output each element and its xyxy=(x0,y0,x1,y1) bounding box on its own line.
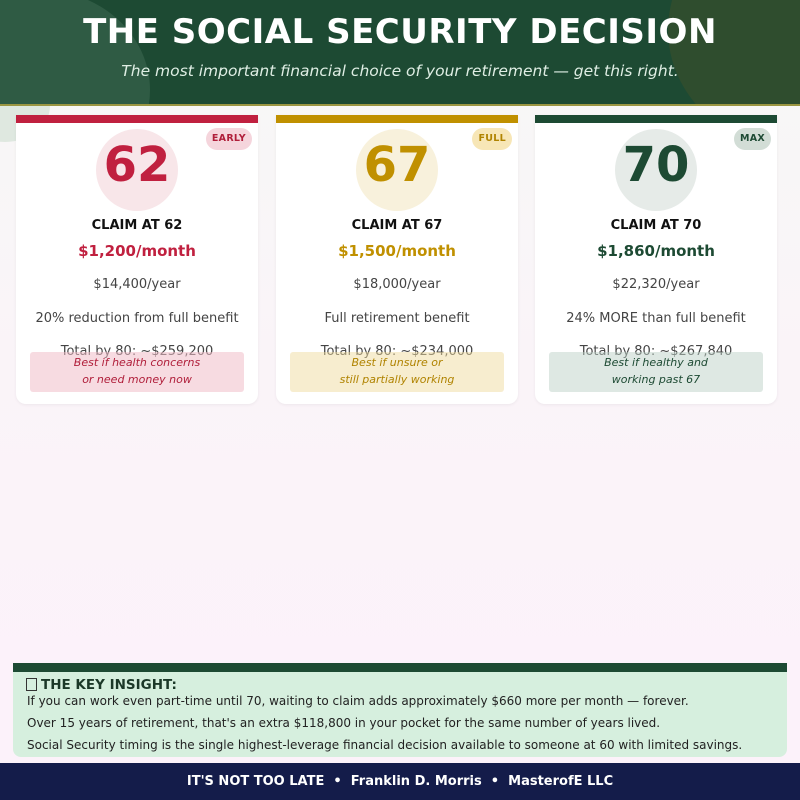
monthly-benefit: $1,860/month xyxy=(597,242,715,260)
card-accent-bar xyxy=(16,115,258,123)
monthly-benefit: $1,200/month xyxy=(78,242,196,260)
yearly-benefit: $22,320/year xyxy=(612,277,700,292)
best-if-line: Best if unsure or xyxy=(351,356,443,369)
age-number: 62 xyxy=(96,129,178,211)
best-if-note: Best if health concerns or need money no… xyxy=(30,352,244,392)
full-badge: FULL xyxy=(472,128,512,150)
best-if-line: working past 67 xyxy=(611,373,701,386)
age-number: 70 xyxy=(615,129,697,211)
best-if-note: Best if unsure or still partially workin… xyxy=(290,352,504,392)
claim-label: CLAIM AT 67 xyxy=(351,218,443,233)
insight-title: THE KEY INSIGHT: xyxy=(26,677,177,693)
yearly-benefit: $18,000/year xyxy=(353,277,441,292)
card-accent-bar xyxy=(276,115,518,123)
key-insight-panel: THE KEY INSIGHT: If you can work even pa… xyxy=(13,663,787,757)
insight-title-text: THE KEY INSIGHT: xyxy=(41,677,177,693)
monthly-benefit: $1,500/month xyxy=(338,242,456,260)
benefit-description: 24% MORE than full benefit xyxy=(566,311,746,326)
early-badge: EARLY xyxy=(205,128,252,150)
card-accent-bar xyxy=(535,115,777,123)
benefit-description: Full retirement benefit xyxy=(324,311,470,326)
best-if-line: Best if healthy and xyxy=(604,356,708,369)
decorative-circle xyxy=(668,0,800,104)
claim-card-67: FULL 67 CLAIM AT 67 $1,500/month $18,000… xyxy=(276,115,518,404)
page-title: THE SOCIAL SECURITY DECISION xyxy=(83,12,717,52)
insight-line: Social Security timing is the single hig… xyxy=(27,738,743,752)
best-if-line: or need money now xyxy=(82,373,192,386)
page-subtitle: The most important financial choice of y… xyxy=(121,62,679,80)
page-header: THE SOCIAL SECURITY DECISION The most im… xyxy=(0,0,800,106)
insight-accent-bar xyxy=(13,663,787,672)
footer-text: IT'S NOT TOO LATE • Franklin D. Morris •… xyxy=(186,774,614,789)
insight-line: If you can work even part-time until 70,… xyxy=(27,694,689,708)
claim-label: CLAIM AT 70 xyxy=(610,218,702,233)
page-footer: IT'S NOT TOO LATE • Franklin D. Morris •… xyxy=(0,763,800,800)
lightbulb-icon xyxy=(26,678,37,691)
benefit-description: 20% reduction from full benefit xyxy=(35,311,239,326)
max-badge: MAX xyxy=(733,128,771,150)
best-if-line: Best if health concerns xyxy=(73,356,201,369)
claim-card-70: MAX 70 CLAIM AT 70 $1,860/month $22,320/… xyxy=(535,115,777,404)
best-if-note: Best if healthy and working past 67 xyxy=(549,352,763,392)
claim-label: CLAIM AT 62 xyxy=(91,218,183,233)
claim-card-62: EARLY 62 CLAIM AT 62 $1,200/month $14,40… xyxy=(16,115,258,404)
best-if-line: still partially working xyxy=(339,373,455,386)
age-number: 67 xyxy=(356,129,438,211)
yearly-benefit: $14,400/year xyxy=(93,277,181,292)
insight-line: Over 15 years of retirement, that's an e… xyxy=(27,716,661,730)
